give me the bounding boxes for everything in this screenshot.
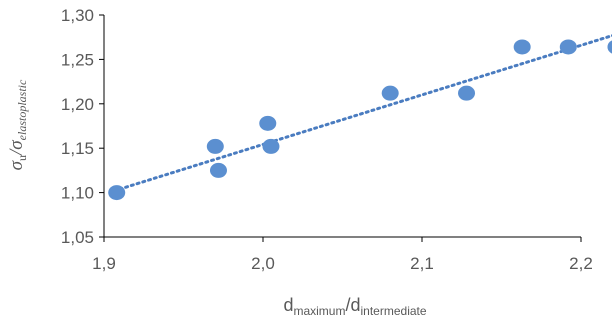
y-title-base: σ [6, 160, 27, 170]
data-point [513, 39, 531, 55]
y-tick-label: 1,25 [61, 50, 94, 69]
y-tick-label: 1,05 [61, 228, 94, 247]
y-title-sub1: u [15, 155, 29, 161]
data-point [458, 85, 476, 101]
data-point [206, 138, 224, 154]
y-title-sub2: elastoplastic [15, 79, 29, 140]
data-point [559, 39, 577, 55]
x-title-sub2: intermediate [361, 304, 427, 318]
data-point [108, 185, 126, 201]
y-axis-ticks: 1,05 1,10 1,15 1,20 1,25 1,30 [61, 6, 104, 247]
x-tick-label: 2,1 [410, 254, 434, 273]
data-point [209, 162, 227, 178]
x-tick-label: 2,0 [251, 254, 275, 273]
y-tick-label: 1,30 [61, 6, 94, 25]
data-point [259, 115, 277, 131]
y-title-sep: /σ [6, 140, 27, 156]
data-points [108, 39, 612, 201]
y-tick-label: 1,10 [61, 184, 94, 203]
x-axis-ticks: 1,9 2,0 2,1 2,2 [92, 237, 593, 273]
y-tick-label: 1,20 [61, 95, 94, 114]
x-axis-title: dmaximum/dintermediate [283, 295, 426, 318]
x-tick-label: 2,2 [569, 254, 593, 273]
data-point [381, 85, 399, 101]
y-tick-label: 1,15 [61, 139, 94, 158]
data-point [262, 138, 280, 154]
x-title-base: d [283, 295, 293, 315]
y-axis-title: σu/σelastoplastic [6, 79, 29, 170]
data-point [607, 40, 612, 54]
trendline [118, 34, 612, 191]
x-title-sep: /d [345, 295, 360, 315]
x-title-sub1: maximum [293, 304, 345, 318]
x-tick-label: 1,9 [92, 254, 116, 273]
